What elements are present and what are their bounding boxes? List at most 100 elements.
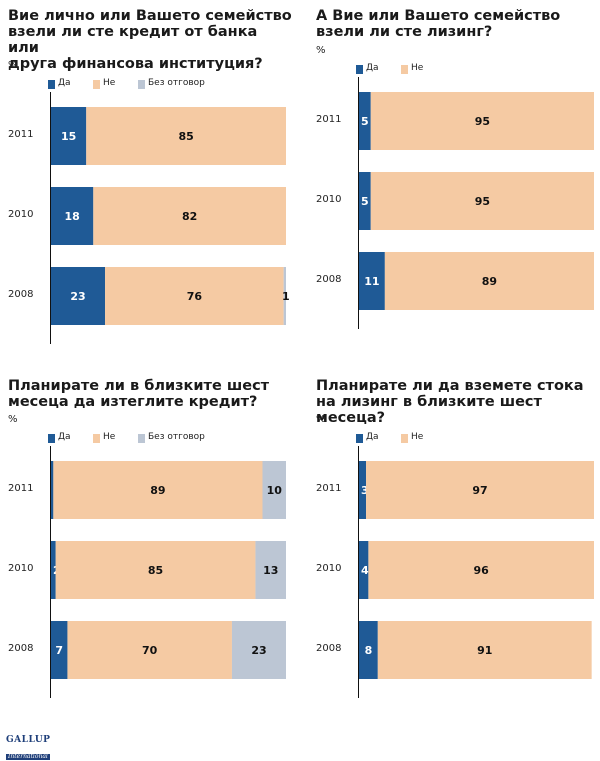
legend-label: Не (103, 78, 116, 88)
chart-title: А Вие или Вашето семейство взели ли сте … (316, 8, 561, 40)
bars-plot: 15 85 18 82 23 76 1 (51, 107, 290, 325)
legend-label: Да (58, 432, 71, 442)
legend-label: Да (366, 432, 379, 442)
unit-label: % (316, 45, 326, 56)
data-label: 82 (182, 210, 197, 223)
data-label: 7 (55, 644, 63, 657)
unit-label: % (8, 60, 18, 71)
data-label: 3 (361, 484, 369, 497)
legend-label: Без отговор (148, 432, 205, 442)
data-label: 85 (178, 130, 193, 143)
data-label: 11 (364, 275, 379, 288)
data-label: 95 (475, 115, 490, 128)
data-label: 5 (361, 115, 369, 128)
data-label: 5 (361, 195, 369, 208)
legend-label: Не (103, 432, 116, 442)
bars-plot: 3 97 4 96 8 91 (359, 461, 594, 679)
bar-segment (105, 267, 284, 325)
legend-swatch (93, 434, 100, 443)
data-label: 13 (263, 564, 278, 577)
legend-label: Да (366, 63, 379, 73)
bar-segment (51, 461, 54, 519)
bar-segment (370, 92, 594, 150)
data-label: 23 (70, 290, 85, 303)
data-label: 8 (365, 644, 373, 657)
category-label: 2011 (316, 483, 342, 494)
data-label: 70 (142, 644, 158, 657)
bar-segment (67, 621, 232, 679)
bar-segment (51, 621, 68, 679)
unit-label: % (316, 414, 326, 425)
data-label: 76 (187, 290, 203, 303)
data-label: 89 (482, 275, 497, 288)
legend-label: Да (58, 78, 71, 88)
legend-swatch (138, 80, 145, 89)
bar-segment (262, 461, 286, 519)
bar-segment (53, 461, 263, 519)
bar-segment (55, 541, 256, 599)
data-label: 91 (477, 644, 492, 657)
chart-title: Планирате ли да вземете стока на лизинг … (316, 378, 584, 426)
category-label: 2010 (316, 194, 342, 205)
legend-swatch (48, 80, 55, 89)
chart-panel-1: Вие лично или Вашето семейство взели ли … (8, 8, 294, 358)
category-label: 2008 (8, 643, 34, 654)
bar-segment (359, 172, 371, 230)
data-label: 95 (475, 195, 490, 208)
bar-segment (359, 92, 371, 150)
bar-segment (86, 107, 286, 165)
y-axis-line (50, 446, 51, 698)
category-label: 2008 (316, 274, 342, 285)
bar-segment (384, 252, 594, 310)
bar-segment (359, 461, 367, 519)
legend-label: Не (411, 63, 424, 73)
legend-label: Без отговор (148, 78, 205, 88)
category-label: 2010 (316, 563, 342, 574)
bar-segment (359, 252, 385, 310)
bar-segment (368, 541, 594, 599)
bar-segment (51, 541, 56, 599)
chart-panel-4: Планирате ли да вземете стока на лизинг … (316, 378, 600, 728)
data-label: 18 (64, 210, 79, 223)
y-axis-line (358, 446, 359, 698)
data-label: 23 (251, 644, 266, 657)
data-label: 15 (61, 130, 76, 143)
unit-label: % (8, 414, 18, 425)
logo-line2: International (6, 753, 50, 760)
bars-plot: 5 95 5 95 11 89 (359, 92, 594, 310)
chart-panel-3: Планирате ли в близките шест месеца да и… (8, 378, 294, 728)
data-label: 4 (361, 564, 369, 577)
bar-segment (377, 621, 592, 679)
y-axis-line (358, 77, 359, 329)
data-label: 97 (472, 484, 487, 497)
legend-swatch (401, 65, 408, 74)
chart-panel-2: А Вие или Вашето семейство взели ли сте … (316, 8, 600, 358)
bar-segment (93, 187, 286, 245)
category-label: 2011 (8, 129, 34, 140)
bar-segment (255, 541, 286, 599)
legend-swatch (138, 434, 145, 443)
category-label: 2010 (8, 563, 34, 574)
bar-segment (51, 187, 94, 245)
category-label: 2008 (316, 643, 342, 654)
legend-swatch (48, 434, 55, 443)
y-axis-line (50, 92, 51, 344)
legend-swatch (356, 434, 363, 443)
chart-title: Вие лично или Вашето семейство взели ли … (8, 8, 292, 72)
data-label: 96 (474, 564, 490, 577)
data-label: 1 (282, 290, 290, 303)
gallup-logo: GALLUP International (6, 736, 50, 761)
bar-segment (359, 621, 378, 679)
data-label: 85 (148, 564, 163, 577)
category-label: 2010 (8, 209, 34, 220)
category-label: 2008 (8, 289, 34, 300)
chart-title: Планирате ли в близките шест месеца да и… (8, 378, 270, 410)
bar-segment (231, 621, 286, 679)
legend-label: Не (411, 432, 424, 442)
bar-segment (366, 461, 594, 519)
data-label: 10 (267, 484, 283, 497)
category-label: 2011 (316, 114, 342, 125)
legend-swatch (93, 80, 100, 89)
bar-segment (370, 172, 594, 230)
category-label: 2011 (8, 483, 34, 494)
